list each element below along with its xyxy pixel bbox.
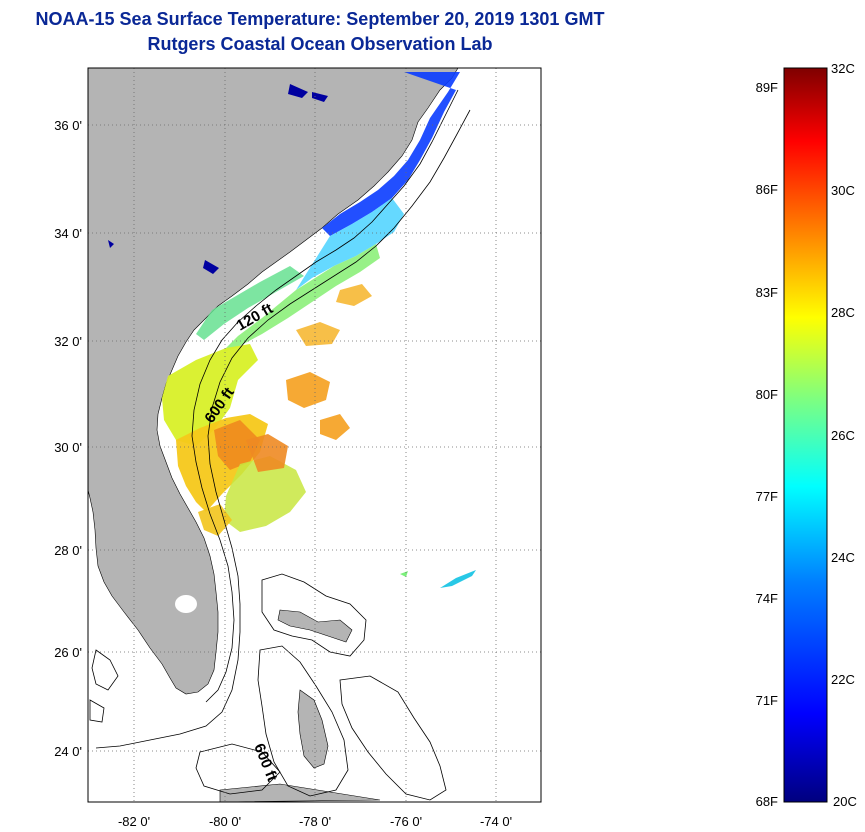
lat-tick-label: 32 0' xyxy=(54,334,82,349)
lat-tick-label: 34 0' xyxy=(54,226,82,241)
colorbar-c-label: 24C xyxy=(831,550,855,565)
isobaths xyxy=(89,89,471,801)
longitude-axis: -82 0' -80 0' -78 0' -76 0' -74 0' xyxy=(118,814,512,829)
colorbar-f-label: 83F xyxy=(756,285,778,300)
lon-tick-label: -82 0' xyxy=(118,814,150,829)
lon-tick-label: -76 0' xyxy=(390,814,422,829)
latitude-axis: 36 0' 34 0' 32 0' 30 0' 28 0' 26 0' 24 0… xyxy=(54,118,82,759)
colorbar-c-label: 20C xyxy=(833,794,857,809)
lake-okeechobee xyxy=(175,595,197,613)
colorbar-c-label: 32C xyxy=(831,61,855,76)
lon-tick-label: -78 0' xyxy=(299,814,331,829)
colorbar-f-label: 77F xyxy=(756,489,778,504)
colorbar-f-label: 86F xyxy=(756,182,778,197)
lat-tick-label: 24 0' xyxy=(54,744,82,759)
land-mainland xyxy=(88,68,459,695)
lat-tick-label: 30 0' xyxy=(54,440,82,455)
land-cuba xyxy=(219,783,381,802)
colorbar-f-label: 74F xyxy=(756,591,778,606)
colorbar-c-label: 26C xyxy=(831,428,855,443)
colorbar-fahrenheit-labels: 89F 86F 83F 80F 77F 74F 71F 68F xyxy=(756,80,778,809)
lon-tick-label: -74 0' xyxy=(480,814,512,829)
lon-tick-label: -80 0' xyxy=(209,814,241,829)
colorbar-celsius-labels: 32C 30C 28C 26C 24C 22C 20C xyxy=(831,61,857,809)
lat-tick-label: 26 0' xyxy=(54,645,82,660)
colorbar-c-label: 22C xyxy=(831,672,855,687)
sst-swath xyxy=(162,72,476,588)
map-border xyxy=(87,67,542,803)
colorbar-c-label: 30C xyxy=(831,183,855,198)
colorbar-f-label: 71F xyxy=(756,693,778,708)
map-title: NOAA-15 Sea Surface Temperature: Septemb… xyxy=(35,9,605,29)
colorbar-f-label: 68F xyxy=(756,794,778,809)
land-andros xyxy=(297,689,329,769)
colorbar-c-label: 28C xyxy=(831,305,855,320)
lat-tick-label: 28 0' xyxy=(54,543,82,558)
colorbar-f-label: 89F xyxy=(756,80,778,95)
colorbar-f-label: 80F xyxy=(756,387,778,402)
colorbar xyxy=(783,67,828,803)
land-abaco xyxy=(277,609,353,643)
lat-tick-label: 36 0' xyxy=(54,118,82,133)
map-subtitle: Rutgers Coastal Ocean Observation Lab xyxy=(147,34,493,54)
